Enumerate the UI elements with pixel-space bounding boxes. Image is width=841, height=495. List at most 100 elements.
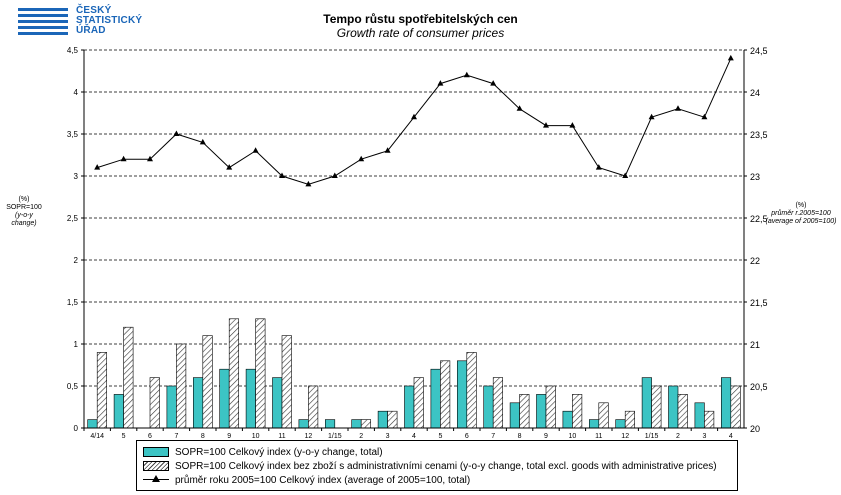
bar-excl-admin — [413, 377, 424, 429]
left-axis-label-line-2: SOPR=100 — [6, 204, 42, 211]
index-point — [305, 180, 312, 187]
left-tick-label: 1,5 — [67, 298, 79, 307]
left-tick-label: 4 — [74, 88, 79, 97]
chart-title: Tempo růstu spotřebitelských cen — [323, 12, 518, 26]
index-point — [701, 113, 708, 120]
bar-total — [536, 394, 547, 429]
bar-total — [192, 377, 204, 429]
bar-total — [694, 402, 705, 429]
bar-excl-admin — [677, 394, 688, 429]
index-point — [173, 130, 180, 136]
right-tick-label: 23,5 — [750, 130, 768, 140]
left-tick-label: 1 — [74, 340, 79, 349]
index-point — [543, 122, 549, 128]
bar-excl-admin — [440, 360, 451, 429]
right-tick-label: 20,5 — [750, 382, 768, 392]
right-axis-label: (%) průměr r.2005=100 (average of 2005=1… — [762, 202, 840, 226]
bar-total — [562, 410, 573, 429]
index-point — [252, 147, 259, 153]
bar-excl-admin — [492, 377, 504, 429]
bar-total — [404, 385, 415, 429]
bar-excl-admin — [730, 385, 741, 429]
bar-excl-admin — [519, 394, 530, 429]
index-point — [226, 164, 233, 170]
x-tick-label: 6 — [148, 433, 152, 440]
bar-total — [720, 377, 732, 429]
x-tick-label: 4 — [412, 433, 416, 440]
index-point — [279, 172, 285, 178]
bar-excl-admin — [255, 318, 266, 429]
bar-excl-admin — [123, 326, 134, 429]
bar-total — [219, 368, 230, 429]
bar-total — [377, 410, 388, 429]
bar-total — [245, 368, 256, 429]
x-tick-label: 12 — [305, 433, 313, 440]
x-tick-label: 7 — [491, 433, 495, 440]
bar-excl-admin — [651, 385, 662, 429]
index-point — [120, 155, 127, 162]
index-point — [411, 113, 417, 120]
bar-total — [588, 419, 600, 429]
czso-logo: ČESKÝ STATISTICKÝ ÚŘAD — [18, 6, 148, 40]
index-point — [463, 71, 470, 78]
logo-line-1: ČESKÝ — [76, 5, 112, 16]
index-point — [147, 155, 153, 162]
right-tick-label: 24 — [750, 88, 760, 98]
x-tick-label: 5 — [438, 433, 442, 440]
bar-excl-admin — [572, 394, 583, 429]
legend-item-total: SOPR=100 Celkový index (y-o-y change, to… — [143, 445, 383, 459]
right-axis-label-line-1: (%) — [795, 202, 807, 209]
x-tick-label: 11 — [278, 433, 285, 440]
logo-text: ČESKÝ STATISTICKÝ ÚŘAD — [76, 6, 142, 36]
index-point — [384, 147, 391, 153]
legend-item-index-2005: průměr roku 2005=100 Celkový index (aver… — [143, 473, 470, 487]
legend-swatch-hatched — [143, 461, 169, 471]
left-tick-label: 4,5 — [67, 46, 79, 55]
left-tick-label: 2,5 — [67, 214, 79, 223]
x-tick-label: 7 — [174, 433, 178, 440]
index-point — [199, 138, 206, 145]
index-point — [490, 80, 497, 86]
left-axis-label: (%) SOPR=100 (y-o-y change) — [2, 196, 46, 228]
index-point — [595, 164, 602, 170]
bar-excl-admin — [704, 410, 715, 429]
index-point — [331, 172, 338, 178]
logo-line-3: ÚŘAD — [76, 25, 106, 36]
index-point — [622, 172, 629, 178]
x-tick-label: 1/15 — [328, 433, 342, 440]
x-tick-label: 8 — [518, 433, 522, 440]
bar-total — [113, 394, 124, 429]
gridlines — [84, 49, 744, 387]
bar-total — [430, 368, 441, 429]
bar-excl-admin — [308, 385, 319, 429]
right-tick-label: 22,5 — [750, 214, 768, 224]
legend-label-total: SOPR=100 Celkový index (y-o-y change, to… — [175, 446, 383, 458]
left-tick-label: 3 — [74, 172, 79, 181]
logo-line-2: STATISTICKÝ — [76, 15, 143, 26]
x-tick-label: 5 — [122, 433, 126, 440]
bar-excl-admin — [149, 377, 160, 429]
left-tick-label: 2 — [74, 256, 79, 265]
left-axis-label-line-1: (%) — [18, 196, 30, 203]
index-point — [648, 113, 655, 120]
left-tick-label: 0,5 — [67, 382, 79, 391]
right-tick-label: 20 — [750, 424, 760, 434]
x-tick-label: 11 — [595, 433, 602, 440]
bar-excl-admin — [228, 318, 240, 429]
price-index-line — [94, 54, 734, 187]
index-point — [569, 122, 576, 128]
right-axis-label-line-3: (average of 2005=100) — [765, 218, 837, 225]
index-point — [358, 155, 365, 162]
right-tick-label: 21,5 — [750, 298, 768, 308]
x-tick-label: 4/14 — [90, 433, 104, 440]
bar-total — [272, 377, 283, 429]
right-tick-label: 21 — [750, 340, 760, 350]
x-tick-label: 9 — [227, 433, 231, 440]
bar-excl-admin — [281, 335, 292, 429]
legend-item-excl-admin: SOPR=100 Celkový index bez zboží s admin… — [143, 459, 717, 473]
bars — [87, 318, 741, 429]
x-tick-label: 9 — [544, 433, 548, 440]
bar-total — [351, 419, 362, 429]
bar-total — [456, 360, 468, 429]
chart-subtitle: Growth rate of consumer prices — [336, 26, 505, 40]
